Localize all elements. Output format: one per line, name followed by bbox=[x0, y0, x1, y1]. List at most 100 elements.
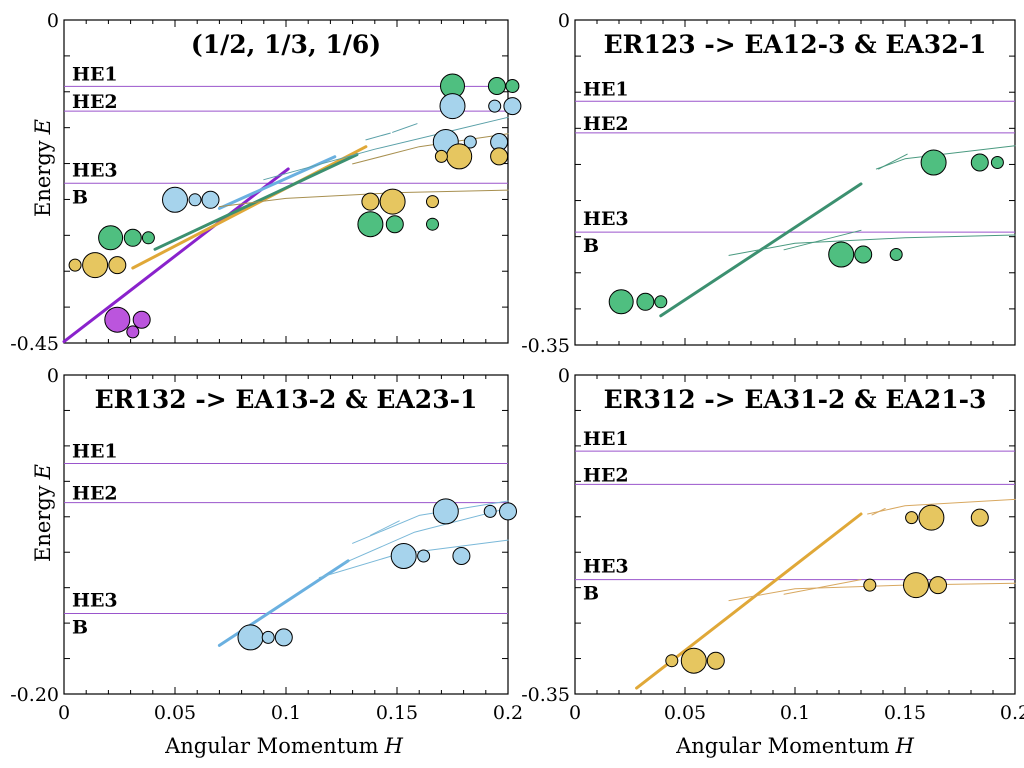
data-point bbox=[490, 147, 509, 166]
data-point bbox=[426, 195, 439, 209]
series-line-6 bbox=[365, 132, 391, 141]
level-label-he3: HE3 bbox=[583, 556, 629, 578]
plot-frame bbox=[63, 19, 509, 344]
x-tick-label: 0.2 bbox=[1000, 702, 1024, 724]
panels: HE1 HE2 HE3 B (1/2, 1/3, 1/6) 0 -0.45 HE1 HE2 HE3… bbox=[10, 10, 1024, 724]
y-tick-label: -0.20 bbox=[10, 684, 59, 706]
plot-frame bbox=[574, 19, 1016, 346]
data-point bbox=[990, 156, 1004, 169]
panel-title: ER312 -> EA31-2 & EA21-3 bbox=[604, 385, 987, 414]
data-point bbox=[488, 99, 502, 113]
data-point bbox=[162, 186, 188, 213]
data-point bbox=[82, 252, 109, 279]
data-point bbox=[608, 289, 634, 315]
level-label-he2: HE2 bbox=[583, 464, 629, 486]
level-label-he2: HE2 bbox=[583, 113, 629, 135]
data-point bbox=[905, 511, 919, 525]
data-point bbox=[417, 549, 431, 563]
data-point bbox=[132, 310, 151, 329]
series-line-3 bbox=[343, 507, 509, 564]
data-point bbox=[434, 149, 448, 163]
x-tick-label: 0.2 bbox=[493, 702, 523, 724]
y-tick-label: -0.45 bbox=[10, 333, 59, 355]
x-axis-label-left: Angular Momentum H bbox=[164, 734, 404, 758]
y-axis-label-top: EnergyE bbox=[31, 119, 55, 217]
data-point bbox=[390, 543, 417, 569]
series-line-4 bbox=[352, 500, 509, 544]
y-tick-label: -0.35 bbox=[521, 335, 570, 357]
plot-frame bbox=[574, 374, 1016, 695]
data-point bbox=[357, 211, 384, 238]
data-point bbox=[680, 647, 707, 674]
series-line-5 bbox=[263, 116, 509, 181]
data-point bbox=[929, 576, 947, 595]
level-label-he1: HE1 bbox=[72, 441, 118, 463]
data-point bbox=[889, 248, 903, 261]
x-tick-label: 0.1 bbox=[780, 702, 810, 724]
data-point bbox=[920, 149, 947, 176]
level-label-b: B bbox=[72, 186, 88, 208]
level-label-b: B bbox=[72, 616, 88, 638]
data-point bbox=[863, 578, 877, 592]
x-tick-label: 0.15 bbox=[884, 702, 926, 724]
series-line-2 bbox=[131, 145, 368, 270]
x-tick-label: 0.05 bbox=[664, 702, 706, 724]
y-tick-label: 0 bbox=[558, 365, 570, 387]
data-point bbox=[432, 498, 459, 525]
panel-1: HE1 HE2 HE3 B (1/2, 1/3, 1/6) 0 -0.45 bbox=[10, 10, 522, 355]
series-line-5 bbox=[369, 520, 400, 536]
series-line-7 bbox=[392, 123, 418, 133]
series-line-5 bbox=[878, 153, 908, 170]
y-tick-label: 0 bbox=[558, 10, 570, 32]
level-label-he1: HE1 bbox=[583, 428, 629, 450]
level-label-b: B bbox=[583, 235, 599, 257]
data-point bbox=[426, 217, 439, 231]
data-point bbox=[499, 502, 517, 521]
y-tick-label: 0 bbox=[47, 10, 59, 32]
y-tick-label: -0.35 bbox=[521, 684, 570, 706]
data-point bbox=[108, 256, 127, 275]
data-point bbox=[970, 153, 989, 172]
x-tick-label: 0.1 bbox=[271, 702, 301, 724]
level-label-he2: HE2 bbox=[72, 91, 118, 113]
data-point bbox=[483, 504, 497, 518]
level-label-b: B bbox=[583, 583, 599, 605]
data-point bbox=[237, 624, 264, 651]
data-point bbox=[665, 654, 679, 668]
series-line-1 bbox=[62, 167, 290, 344]
level-label-he3: HE3 bbox=[72, 159, 118, 181]
x-tick-label: 0 bbox=[569, 702, 581, 724]
data-point bbox=[274, 628, 293, 647]
y-axis-label-bottom: EnergyE bbox=[31, 464, 55, 562]
level-label-he3: HE3 bbox=[72, 589, 118, 611]
x-axis-label-right: Angular Momentum H bbox=[675, 734, 915, 758]
x-tick-label: 0.05 bbox=[154, 702, 196, 724]
data-point bbox=[261, 630, 275, 644]
data-point bbox=[918, 504, 945, 531]
series-line-9 bbox=[352, 133, 509, 165]
panel-title: ER132 -> EA13-2 & EA23-1 bbox=[95, 385, 478, 414]
data-point bbox=[487, 77, 506, 95]
x-tick-label: 0.15 bbox=[376, 702, 418, 724]
series-line-3 bbox=[783, 579, 862, 595]
series-line-8 bbox=[218, 189, 509, 208]
data-point bbox=[439, 93, 466, 120]
data-point bbox=[452, 547, 471, 565]
data-point bbox=[68, 258, 82, 272]
data-point bbox=[505, 79, 520, 93]
data-point bbox=[446, 143, 473, 170]
data-point bbox=[385, 215, 404, 234]
plot-frame bbox=[63, 374, 509, 695]
level-label-he1: HE1 bbox=[72, 63, 118, 85]
data-point bbox=[379, 188, 406, 215]
data-point bbox=[463, 135, 477, 149]
panel-title: ER123 -> EA12-3 & EA32-1 bbox=[604, 30, 987, 59]
data-point bbox=[188, 193, 202, 207]
y-tick-label: 0 bbox=[47, 365, 59, 387]
data-point bbox=[854, 245, 873, 264]
data-point bbox=[706, 651, 725, 670]
data-point bbox=[970, 508, 989, 527]
data-point bbox=[98, 225, 124, 251]
